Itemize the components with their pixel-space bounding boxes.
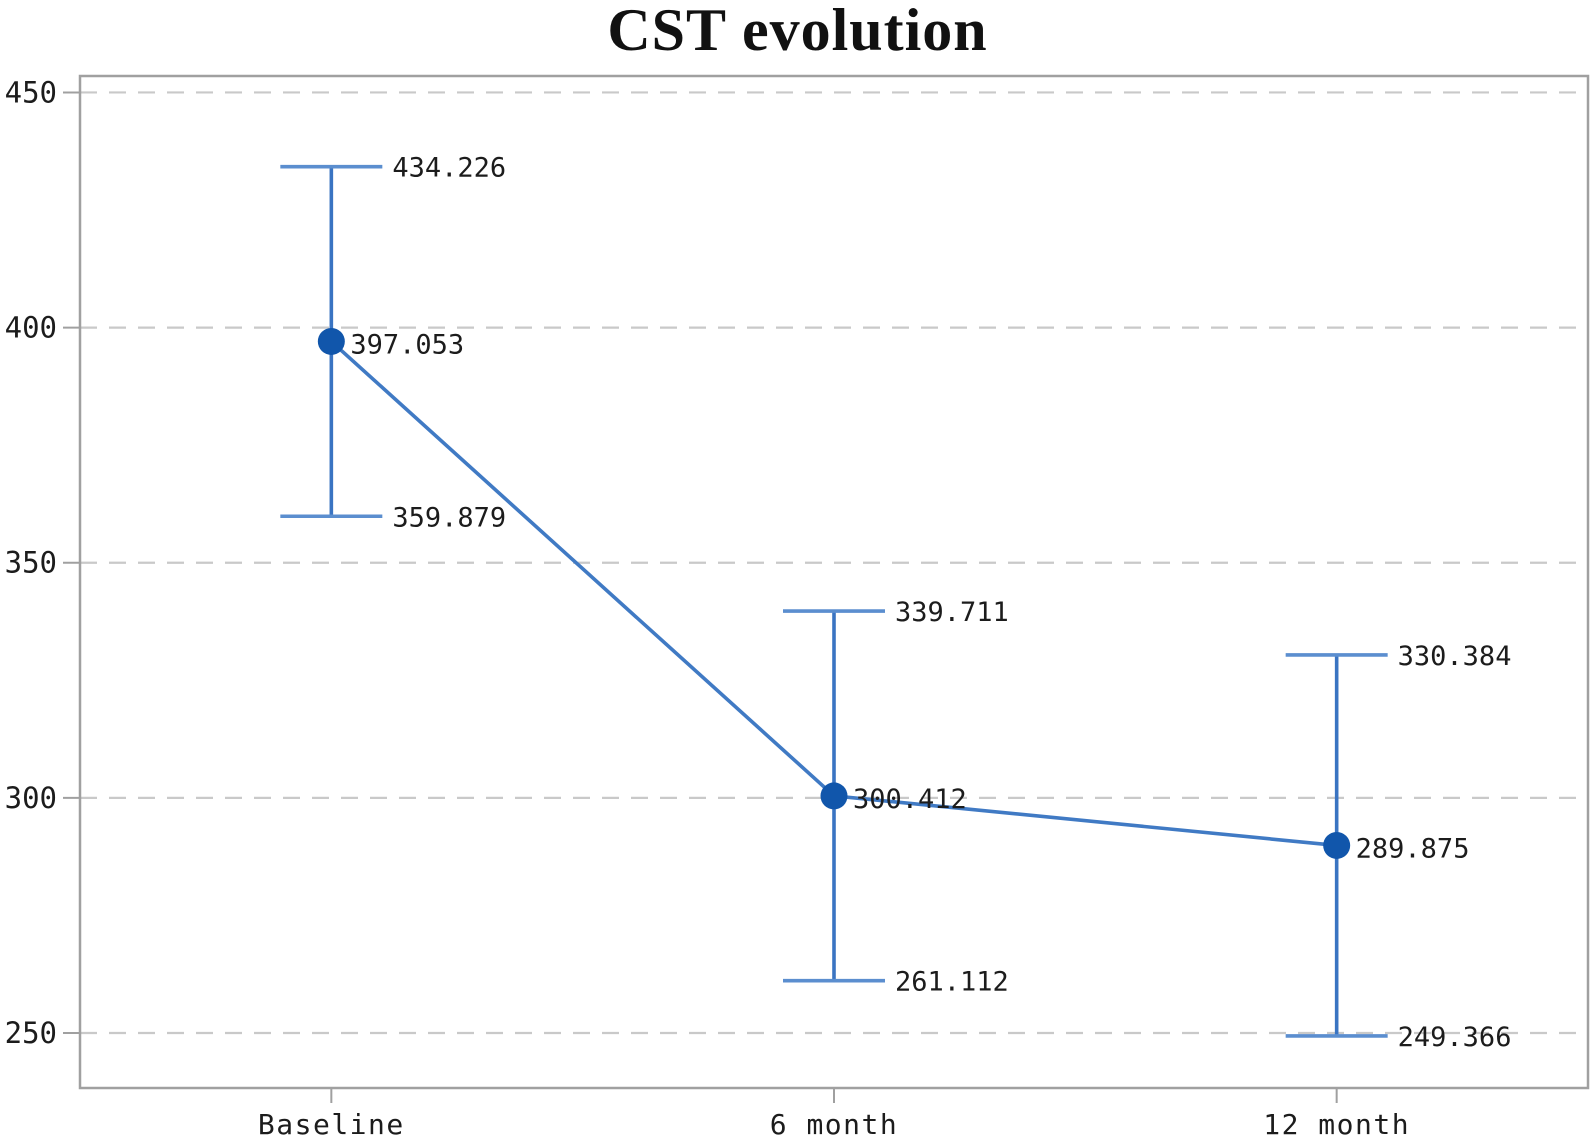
mean-value-label: 300.412 [853, 784, 967, 815]
upper-limit-label: 434.226 [392, 153, 506, 184]
data-point-marker [820, 782, 848, 810]
x-axis-category-label: 6 month [770, 1108, 899, 1141]
upper-limit-label: 339.711 [895, 597, 1009, 628]
lower-limit-label: 261.112 [895, 967, 1009, 998]
lower-limit-label: 359.879 [392, 502, 506, 533]
data-point-marker [317, 327, 345, 355]
y-axis-tick-label: 450 [5, 75, 57, 109]
upper-limit-label: 330.384 [1398, 641, 1512, 672]
x-axis-category-label: Baseline [258, 1108, 405, 1141]
mean-value-label: 397.053 [350, 329, 464, 360]
y-axis-tick-label: 400 [5, 311, 57, 345]
y-axis-tick-label: 350 [5, 546, 57, 580]
data-point-marker [1323, 831, 1351, 859]
x-axis-category-label: 12 month [1263, 1108, 1410, 1141]
lower-limit-label: 249.366 [1398, 1022, 1512, 1053]
chart-title: CST evolution [607, 0, 988, 63]
mean-value-label: 289.875 [1356, 833, 1470, 864]
y-axis-tick-label: 250 [5, 1016, 57, 1050]
y-axis-tick-label: 300 [5, 781, 57, 815]
